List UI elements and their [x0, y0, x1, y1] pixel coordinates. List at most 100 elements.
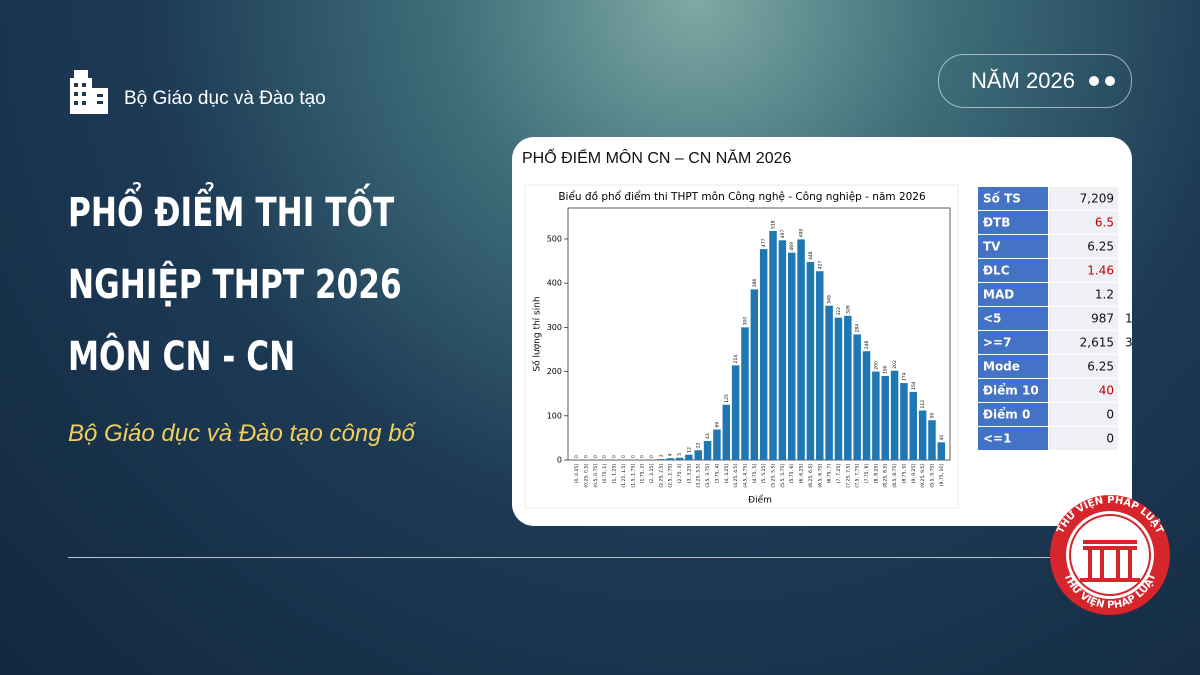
value-label: 12 [686, 447, 692, 453]
value-label: 322 [836, 307, 842, 316]
bar [918, 410, 927, 460]
bar [816, 271, 824, 460]
y-tick-label: 300 [547, 323, 562, 332]
bar [825, 305, 833, 460]
value-label: 190 [883, 365, 889, 374]
x-tick-label: (9, 9.25] [911, 464, 917, 483]
x-tick-label: (8.5, 8.75] [892, 464, 898, 488]
value-label: 5 [677, 453, 683, 456]
x-tick-label: (9.75, 10] [939, 464, 945, 486]
stat-label-cell [978, 283, 1048, 306]
bar [657, 459, 665, 460]
bar [769, 230, 777, 460]
bar [806, 261, 815, 460]
stat-label-cell [978, 379, 1048, 402]
value-label: 0 [574, 455, 580, 458]
bar [937, 442, 946, 460]
x-tick-label: (7.75, 8] [864, 464, 870, 483]
stat-value-cell [1049, 403, 1118, 426]
stat-label-cell [978, 307, 1048, 330]
stat-value: 6.25 [1087, 240, 1114, 254]
stat-value-cell [1049, 211, 1118, 234]
stat-value-cell [1049, 307, 1118, 330]
bar [685, 454, 693, 460]
x-tick-label: (6.25, 6.5] [808, 464, 814, 488]
value-label: 246 [864, 341, 870, 350]
y-tick-label: 0 [557, 456, 562, 465]
chart-title: Biểu đồ phổ điểm thi THPT môn Công nghệ … [558, 190, 926, 203]
x-tick-label: (6.5, 6.75] [817, 464, 823, 488]
bar [862, 351, 871, 460]
stat-label-cell [978, 355, 1048, 378]
x-tick-label: (5.25, 5.5] [771, 464, 777, 488]
value-label: 349 [827, 295, 833, 304]
badge-text: NĂM 2026 [971, 68, 1075, 93]
x-tick-label: (5.75, 6] [789, 464, 795, 483]
value-label: 0 [630, 455, 636, 458]
x-tick-label: (3, 3.25] [686, 464, 692, 483]
y-tick-label: 400 [547, 279, 562, 288]
bar [741, 327, 749, 460]
x-axis-label: Điểm [748, 495, 772, 506]
bar [722, 404, 731, 460]
bar [900, 383, 908, 460]
value-label: 214 [733, 355, 739, 364]
stat-extra: 1 [1125, 312, 1133, 326]
divider [68, 557, 1131, 558]
value-label: 477 [761, 238, 767, 247]
value-label: 326 [845, 305, 851, 314]
value-label: 22 [696, 442, 702, 448]
bar [853, 334, 861, 460]
y-tick-label: 100 [547, 411, 562, 420]
value-label: 300 [742, 317, 748, 326]
x-tick-label: (9.5, 9.75] [929, 464, 935, 488]
bar [750, 289, 759, 460]
year-badge: NĂM 2026 [938, 54, 1132, 108]
x-tick-label: (8, 8.25] [873, 464, 879, 483]
value-label: 202 [892, 360, 898, 369]
x-tick-label: (7.25, 7.5] [845, 464, 851, 488]
x-tick-label: (9.25, 9.5] [920, 464, 926, 488]
value-label: 69 [714, 422, 720, 428]
bar [694, 450, 702, 460]
value-label: 0 [593, 455, 599, 458]
stat-label-cell [978, 427, 1048, 450]
stat-extra: 3 [1125, 336, 1133, 350]
x-tick-label: (2.25, 2.5] [658, 464, 664, 488]
value-label: 448 [808, 251, 814, 260]
value-label: 284 [855, 324, 861, 333]
bar [666, 458, 674, 460]
x-tick-label: (8.25, 8.5] [883, 464, 889, 488]
subtitle: Bộ Giáo dục và Đào tạo công bố [68, 420, 415, 447]
bar [834, 317, 843, 460]
value-label: 174 [901, 372, 907, 381]
x-tick-label: (2.75, 3] [677, 464, 683, 483]
value-label: 0 [612, 455, 618, 458]
building-icon [70, 70, 108, 114]
stat-value-cell [1049, 427, 1118, 450]
bar [890, 370, 899, 460]
x-tick-label: (1, 1.25] [612, 464, 618, 483]
x-tick-label: (0, 0.25] [574, 464, 580, 483]
stat-value: 2,615 [1080, 336, 1114, 350]
stat-value-cell [1049, 235, 1118, 258]
stat-label: Điểm 10 [983, 383, 1039, 398]
value-label: 0 [649, 455, 655, 458]
value-label: 112 [920, 400, 926, 409]
x-tick-label: (1.25, 1.5] [621, 464, 627, 488]
stat-value-cell [1049, 187, 1118, 210]
stat-value: 987 [1091, 312, 1114, 326]
y-axis-label: Số lượng thí sinh [532, 296, 543, 371]
value-label: 125 [724, 394, 730, 403]
x-tick-label: (4.75, 5] [752, 464, 758, 483]
x-tick-label: (0.25, 0.5] [584, 464, 590, 488]
x-tick-label: (8.75, 9] [901, 464, 907, 483]
x-tick-label: (7.5, 7.75] [855, 464, 861, 488]
y-tick-label: 500 [547, 234, 562, 243]
value-label: 154 [911, 381, 917, 390]
bar [844, 315, 852, 460]
x-tick-label: (1.75, 2] [640, 464, 646, 483]
stat-value: 1.46 [1087, 264, 1114, 278]
